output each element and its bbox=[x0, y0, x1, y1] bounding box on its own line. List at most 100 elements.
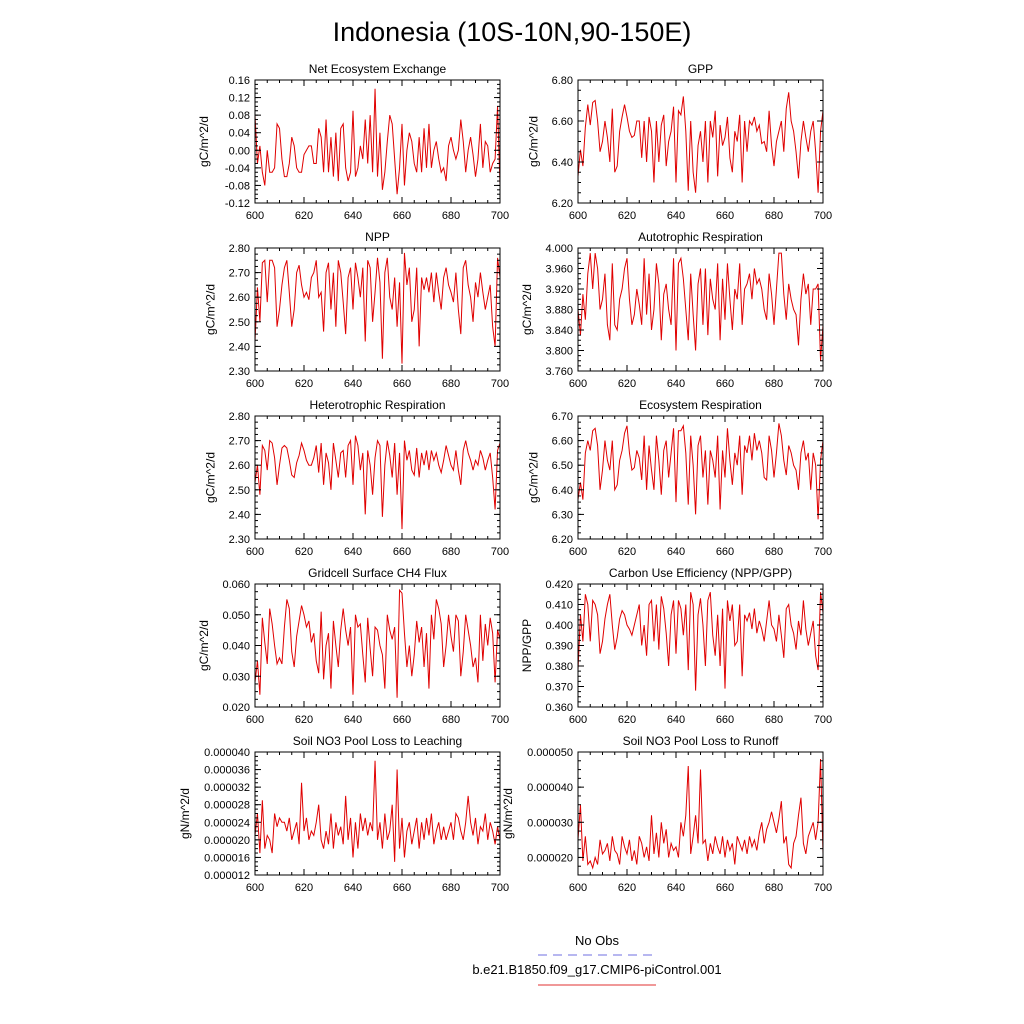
x-tick-label: 680 bbox=[442, 210, 460, 222]
y-tick-label: 0.370 bbox=[545, 682, 573, 694]
x-tick-label: 700 bbox=[491, 714, 509, 726]
y-tick-label: 2.60 bbox=[229, 460, 250, 472]
chart-title: Soil NO3 Pool Loss to Runoff bbox=[623, 734, 780, 748]
y-tick-label: 3.760 bbox=[545, 366, 573, 378]
chart-panel: 600 620 640 660 680 700 6.80 6.60 6.40 6.20 GPP gC/… bbox=[526, 62, 832, 222]
y-tick-label: 0.00 bbox=[229, 145, 250, 157]
chart-title: Soil NO3 Pool Loss to Leaching bbox=[293, 734, 462, 748]
x-tick-label: 600 bbox=[569, 882, 587, 894]
y-tick-label: 6.20 bbox=[552, 534, 573, 546]
x-tick-label: 600 bbox=[246, 546, 264, 558]
y-axis-label: gN/m^2/d bbox=[178, 788, 192, 839]
x-tick-label: 680 bbox=[442, 714, 460, 726]
y-tick-label: 2.80 bbox=[229, 411, 250, 423]
x-tick-label: 660 bbox=[716, 546, 734, 558]
y-tick-label: 0.000024 bbox=[204, 817, 250, 829]
chart-panel: 600 620 640 660 680 700 0.000040 0.000036 0.0000… bbox=[178, 734, 509, 894]
x-tick-label: 600 bbox=[246, 210, 264, 222]
y-tick-label: 0.050 bbox=[222, 610, 250, 622]
chart-title: Ecosystem Respiration bbox=[639, 398, 762, 412]
plot-frame bbox=[254, 751, 501, 876]
y-tick-label: 2.30 bbox=[229, 366, 250, 378]
y-tick-label: 6.40 bbox=[552, 485, 573, 497]
series-line bbox=[577, 423, 824, 520]
x-tick-label: 600 bbox=[569, 714, 587, 726]
x-tick-label: 700 bbox=[814, 378, 832, 390]
x-tick-label: 680 bbox=[442, 882, 460, 894]
y-axis-label: NPP/GPP bbox=[520, 619, 534, 672]
plot-frame bbox=[577, 415, 824, 540]
y-tick-label: 0.000040 bbox=[527, 782, 573, 794]
y-tick-label: 0.000028 bbox=[204, 800, 250, 812]
series-line bbox=[254, 435, 501, 530]
chart-panel: 600 620 640 660 680 700 6.70 6.60 6.50 6.40 6.30 6.… bbox=[526, 398, 832, 558]
x-tick-label: 620 bbox=[618, 210, 636, 222]
chart-title: NPP bbox=[365, 230, 390, 244]
y-tick-label: 3.800 bbox=[545, 346, 573, 358]
x-tick-label: 660 bbox=[716, 882, 734, 894]
x-tick-label: 660 bbox=[393, 882, 411, 894]
y-tick-label: 2.50 bbox=[229, 317, 250, 329]
y-tick-label: 0.000020 bbox=[527, 852, 573, 864]
y-tick-label: 6.50 bbox=[552, 460, 573, 472]
x-tick-label: 680 bbox=[442, 546, 460, 558]
y-tick-label: 0.030 bbox=[222, 671, 250, 683]
y-tick-label: 0.000030 bbox=[527, 817, 573, 829]
legend: No Obs b.e21.B1850.f09_g17.CMIP6-piContr… bbox=[472, 933, 722, 986]
panel-grid: 600 620 640 660 680 700 0.16 0.12 0.08 0.04 0.00 -0… bbox=[178, 62, 832, 894]
y-tick-label: 0.000020 bbox=[204, 835, 250, 847]
x-tick-label: 620 bbox=[295, 714, 313, 726]
y-tick-label: 0.08 bbox=[229, 110, 250, 122]
y-tick-label: 0.420 bbox=[545, 579, 573, 591]
x-tick-label: 600 bbox=[569, 378, 587, 390]
y-tick-label: 2.50 bbox=[229, 485, 250, 497]
x-tick-label: 600 bbox=[246, 882, 264, 894]
chart-panel: 600 620 640 660 680 700 0.060 0.050 0.040 0.030 0.… bbox=[197, 566, 509, 726]
x-tick-label: 700 bbox=[491, 546, 509, 558]
x-tick-label: 600 bbox=[246, 378, 264, 390]
x-tick-label: 620 bbox=[295, 882, 313, 894]
y-tick-label: 0.000012 bbox=[204, 870, 250, 882]
x-tick-label: 640 bbox=[344, 210, 362, 222]
chart-title: Net Ecosystem Exchange bbox=[309, 62, 447, 76]
y-tick-label: 2.70 bbox=[229, 268, 250, 280]
x-tick-label: 640 bbox=[667, 546, 685, 558]
x-tick-label: 640 bbox=[667, 210, 685, 222]
series-line bbox=[577, 92, 824, 193]
y-tick-label: 3.840 bbox=[545, 325, 573, 337]
x-tick-label: 640 bbox=[667, 378, 685, 390]
y-tick-label: 0.360 bbox=[545, 702, 573, 714]
x-tick-label: 620 bbox=[618, 714, 636, 726]
x-tick-label: 620 bbox=[618, 378, 636, 390]
y-tick-label: 6.60 bbox=[552, 116, 573, 128]
y-axis-label: gC/m^2/d bbox=[526, 452, 540, 503]
chart-title: GPP bbox=[688, 62, 713, 76]
chart-panel: 600 620 640 660 680 700 4.000 3.960 3.920 3.880 3.… bbox=[520, 230, 832, 390]
x-tick-label: 640 bbox=[344, 714, 362, 726]
x-tick-label: 680 bbox=[442, 378, 460, 390]
y-tick-label: 6.70 bbox=[552, 411, 573, 423]
y-tick-label: 2.70 bbox=[229, 436, 250, 448]
y-tick-label: 4.000 bbox=[545, 243, 573, 255]
y-tick-label: 0.04 bbox=[229, 128, 250, 140]
series-line bbox=[254, 760, 501, 862]
legend-label-model: b.e21.B1850.f09_g17.CMIP6-piControl.001 bbox=[472, 962, 721, 977]
x-tick-label: 660 bbox=[716, 378, 734, 390]
y-tick-label: 2.60 bbox=[229, 292, 250, 304]
chart-panel: 600 620 640 660 680 700 0.000050 0.000040 0.0000… bbox=[501, 734, 832, 894]
y-tick-label: 3.920 bbox=[545, 284, 573, 296]
y-tick-label: 2.40 bbox=[229, 341, 250, 353]
chart-title: Heterotrophic Respiration bbox=[309, 398, 445, 412]
x-tick-label: 640 bbox=[344, 378, 362, 390]
x-tick-label: 700 bbox=[814, 882, 832, 894]
x-tick-label: 600 bbox=[569, 210, 587, 222]
y-tick-label: 6.40 bbox=[552, 157, 573, 169]
y-axis-label: gC/m^2/d bbox=[526, 116, 540, 167]
series-line bbox=[577, 592, 824, 691]
series-line bbox=[254, 588, 501, 698]
y-axis-label: gC/m^2/d bbox=[197, 620, 211, 671]
x-tick-label: 640 bbox=[344, 546, 362, 558]
y-tick-label: 0.000016 bbox=[204, 852, 250, 864]
x-tick-label: 700 bbox=[491, 882, 509, 894]
legend-label-no-obs: No Obs bbox=[575, 933, 620, 948]
